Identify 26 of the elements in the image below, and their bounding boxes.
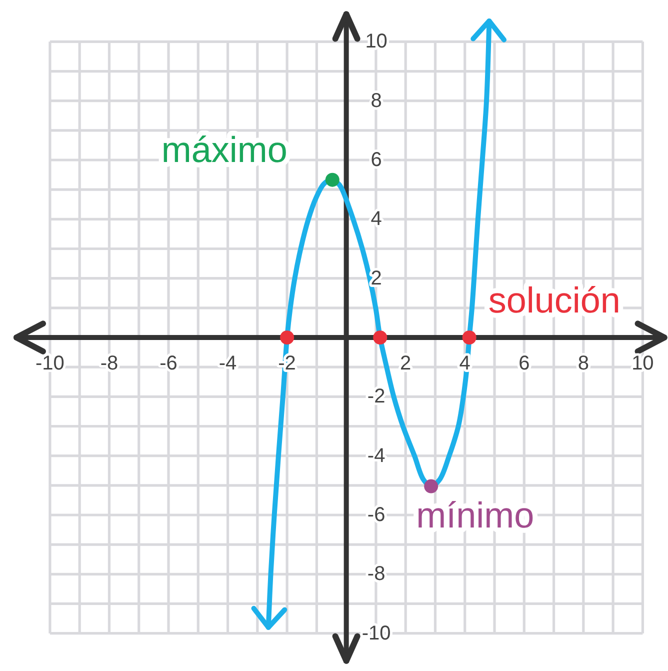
y-tick-label: -4 — [367, 444, 386, 467]
y-tick-label: 8 — [370, 90, 382, 112]
y-tick-label: -8 — [367, 563, 386, 586]
point — [373, 330, 388, 344]
x-tick-label: -8 — [100, 352, 118, 374]
y-tick-label: 10 — [365, 30, 388, 53]
point — [325, 172, 340, 187]
x-tick-label: -6 — [160, 352, 178, 374]
y-tick-label: -10 — [362, 622, 391, 644]
x-tick-label: -10 — [36, 352, 64, 374]
x-tick-label: 6 — [518, 352, 530, 374]
series-label: solución — [488, 280, 620, 320]
y-tick-label: 6 — [370, 149, 382, 172]
x-tick-label: 8 — [578, 352, 589, 374]
x-tick-label: 2 — [400, 352, 412, 374]
point — [462, 330, 476, 344]
y-tick-label: 4 — [370, 208, 382, 230]
y-tick-label: -6 — [367, 504, 386, 526]
series-label: máximo — [161, 128, 288, 170]
y-tick-label: -2 — [367, 386, 386, 408]
y-tick-label: 2 — [370, 267, 382, 290]
x-tick-label: 10 — [632, 352, 654, 374]
x-tick-label: -4 — [218, 352, 237, 374]
point — [280, 330, 294, 344]
series-label: mínimo — [416, 494, 534, 536]
point — [424, 479, 438, 494]
